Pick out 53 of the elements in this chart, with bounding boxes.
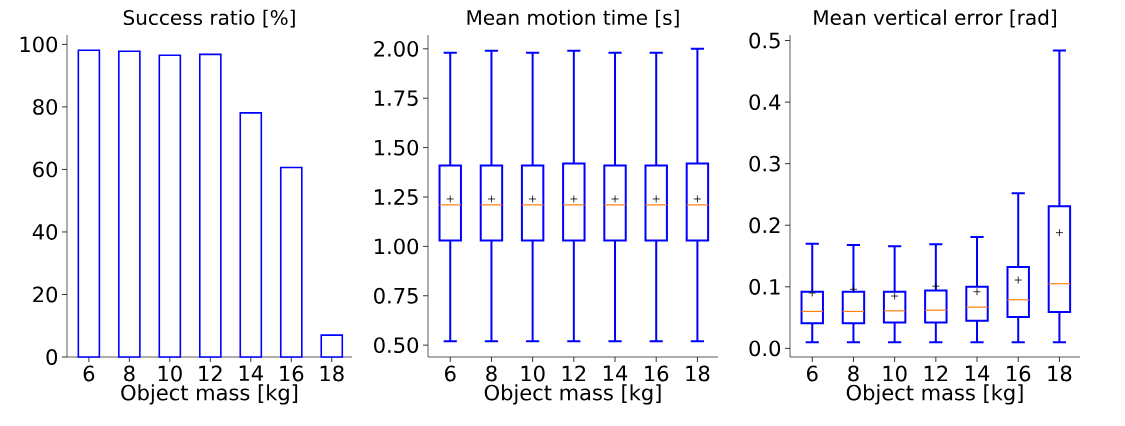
bar bbox=[320, 334, 344, 358]
y-tick-label: 20 bbox=[33, 286, 58, 303]
x-axis-title: Object mass [kg] bbox=[846, 384, 1023, 405]
x-tick-label: 16 bbox=[645, 365, 669, 382]
x-tick-label: 6 bbox=[445, 365, 456, 382]
x-tick-label: 18 bbox=[686, 365, 710, 382]
x-tick-label: 16 bbox=[1007, 365, 1031, 382]
y-tick-label: 1.75 bbox=[375, 90, 418, 107]
y-tick-label: 1.25 bbox=[375, 189, 418, 205]
x-tick-label: 16 bbox=[280, 365, 304, 382]
y-tick-label: 40 bbox=[32, 224, 58, 240]
x-tick-label: 12 bbox=[924, 365, 948, 382]
x-tick-label: 6 bbox=[807, 365, 818, 382]
y-tick-label: 0.75 bbox=[374, 287, 418, 304]
x-tick-label: 14 bbox=[239, 365, 263, 381]
chart-title: Mean vertical error [rad] bbox=[814, 9, 1056, 28]
y-tick-label: 0.2 bbox=[749, 217, 780, 234]
x-axis-title: Object mass [kg] bbox=[484, 384, 661, 405]
x-axis-title: Object mass [kg] bbox=[121, 384, 298, 405]
y-tick-label: 1.50 bbox=[375, 139, 419, 156]
x-tick-label: 14 bbox=[965, 365, 990, 381]
x-tick-label: 8 bbox=[124, 365, 135, 382]
y-tick-label: 0.50 bbox=[374, 337, 419, 354]
chart-title: Success ratio [%] bbox=[123, 9, 295, 28]
x-tick-label: 10 bbox=[521, 365, 545, 382]
x-tick-label: 10 bbox=[883, 365, 907, 382]
bar bbox=[77, 49, 101, 358]
y-tick-label: 60 bbox=[33, 161, 58, 178]
bar bbox=[158, 54, 182, 358]
x-tick-label: 8 bbox=[848, 365, 859, 382]
x-tick-label: 12 bbox=[562, 365, 586, 382]
x-tick-label: 6 bbox=[83, 365, 95, 382]
y-tick-label: 0 bbox=[46, 349, 58, 365]
x-tick-label: 12 bbox=[199, 365, 222, 382]
bar bbox=[198, 53, 222, 358]
y-tick-label: 100 bbox=[20, 36, 58, 53]
y-tick-label: 80 bbox=[33, 98, 58, 115]
y-tick-label: 0.1 bbox=[749, 278, 780, 295]
bar bbox=[279, 166, 303, 358]
x-tick-label: 18 bbox=[1048, 365, 1072, 382]
y-tick-label: 2.00 bbox=[374, 40, 419, 57]
x-tick-label: 18 bbox=[320, 365, 344, 382]
chart-title: Mean motion time [s] bbox=[467, 9, 679, 28]
bar bbox=[239, 112, 263, 358]
x-tick-label: 8 bbox=[486, 365, 497, 382]
x-tick-label: 14 bbox=[603, 365, 628, 381]
x-tick-label: 10 bbox=[158, 365, 182, 382]
y-tick-label: 0.0 bbox=[749, 340, 781, 357]
y-tick-label: 0.3 bbox=[749, 155, 780, 172]
bar bbox=[118, 50, 141, 358]
y-tick-label: 1.00 bbox=[375, 238, 419, 255]
y-tick-label: 0.4 bbox=[749, 94, 781, 111]
y-tick-label: 0.5 bbox=[749, 32, 780, 49]
